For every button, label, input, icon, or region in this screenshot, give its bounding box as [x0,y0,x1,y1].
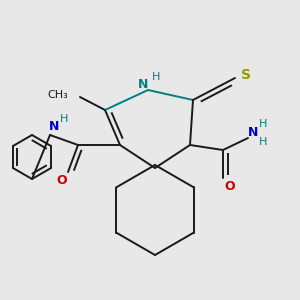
Text: O: O [57,173,67,187]
Text: O: O [225,179,235,193]
Text: N: N [248,127,258,140]
Text: H: H [152,72,160,82]
Text: H: H [259,119,267,129]
Text: CH₃: CH₃ [47,90,68,100]
Text: H: H [60,114,68,124]
Text: H: H [259,137,267,147]
Text: S: S [241,68,251,82]
Text: N: N [138,79,148,92]
Text: N: N [49,121,59,134]
